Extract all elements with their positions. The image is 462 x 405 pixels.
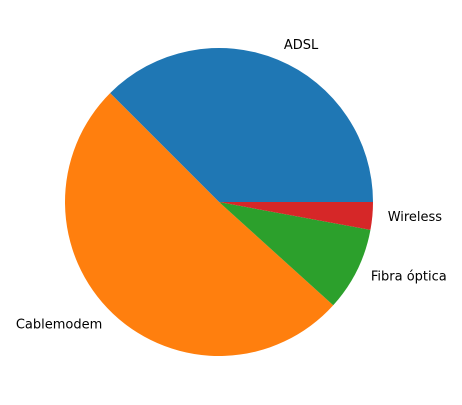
pie-slice-cablemodem [65, 93, 334, 356]
pie-slice-adsl [110, 47, 373, 202]
pie-label-cablemodem: Cablemodem [16, 317, 102, 332]
pie-slices [65, 47, 373, 356]
pie-labels: ADSL Cablemodem Fibra óptica Wireless [16, 38, 447, 332]
pie-label-adsl: ADSL [284, 38, 319, 53]
pie-slice-fibra-optica [219, 202, 371, 306]
pie-label-wireless: Wireless [388, 210, 443, 225]
pie-slice-wireless [219, 202, 373, 230]
pie-label-fibra-optica: Fibra óptica [371, 270, 447, 285]
